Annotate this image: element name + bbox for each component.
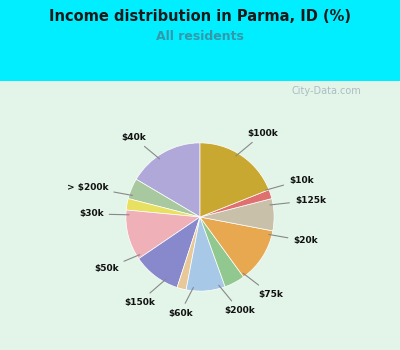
Text: $10k: $10k xyxy=(266,176,314,190)
Wedge shape xyxy=(200,217,273,277)
Text: All residents: All residents xyxy=(156,30,244,43)
Wedge shape xyxy=(136,143,200,217)
Text: $40k: $40k xyxy=(121,133,160,159)
Text: City-Data.com: City-Data.com xyxy=(292,86,362,96)
Text: Income distribution in Parma, ID (%): Income distribution in Parma, ID (%) xyxy=(49,9,351,24)
Wedge shape xyxy=(200,198,274,231)
Text: $200k: $200k xyxy=(219,285,255,315)
Text: $150k: $150k xyxy=(124,279,166,307)
Text: $50k: $50k xyxy=(94,254,140,273)
Text: $100k: $100k xyxy=(236,129,278,156)
Wedge shape xyxy=(186,217,225,291)
Text: $20k: $20k xyxy=(269,234,318,245)
Text: $60k: $60k xyxy=(168,287,193,317)
Wedge shape xyxy=(177,217,200,290)
FancyBboxPatch shape xyxy=(0,80,400,350)
Text: $30k: $30k xyxy=(79,209,129,218)
Wedge shape xyxy=(128,179,200,217)
Wedge shape xyxy=(139,217,200,287)
Text: $125k: $125k xyxy=(270,196,326,205)
Wedge shape xyxy=(126,198,200,217)
Wedge shape xyxy=(200,190,272,217)
Wedge shape xyxy=(200,143,269,217)
Text: > $200k: > $200k xyxy=(67,183,132,195)
Wedge shape xyxy=(200,217,244,287)
Text: $75k: $75k xyxy=(243,273,283,299)
Wedge shape xyxy=(126,210,200,259)
